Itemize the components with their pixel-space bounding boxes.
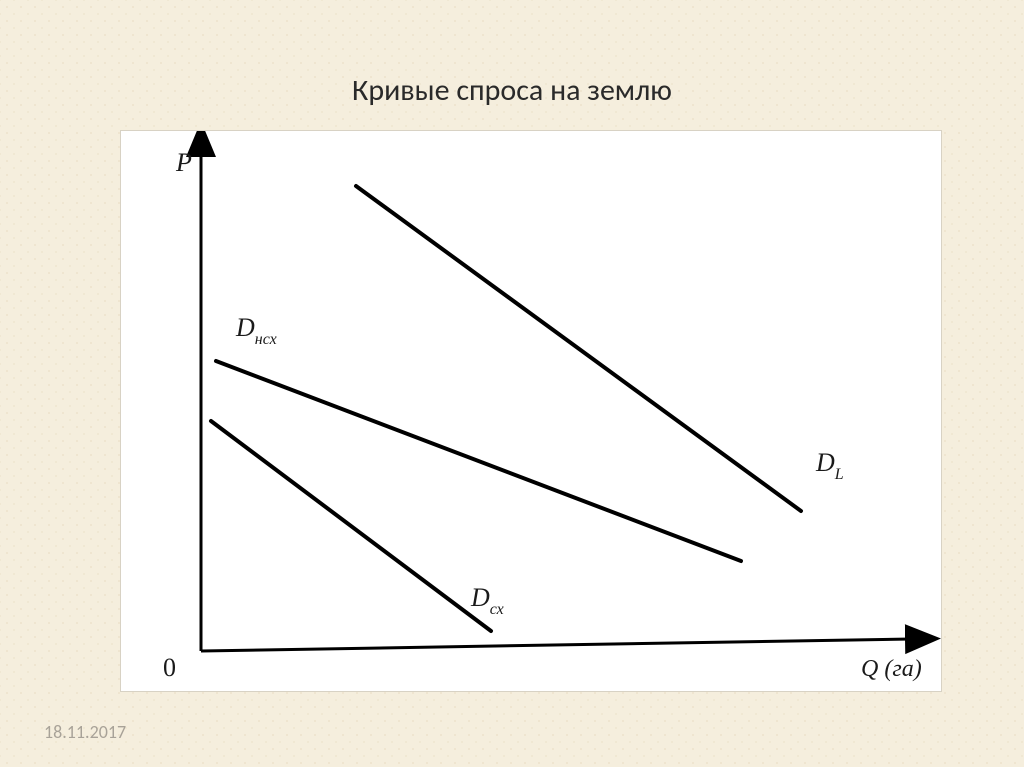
label-d-l: DL xyxy=(815,448,844,483)
label-d-l-main: D xyxy=(815,448,835,477)
origin-label: 0 xyxy=(163,653,176,682)
label-d-sh-main: D xyxy=(470,583,490,612)
x-axis xyxy=(201,639,911,651)
x-axis-label: Q (га) xyxy=(861,656,922,682)
demand-curves-chart: P Q (га) 0 DL Dнсх Dсх xyxy=(120,130,942,692)
label-d-sh: Dсх xyxy=(470,583,504,618)
curve-d-nsh xyxy=(216,361,741,561)
label-d-nsh: Dнсх xyxy=(235,313,277,348)
chart-svg: P Q (га) 0 DL Dнсх Dсх xyxy=(121,131,941,691)
x-axis-label-text: Q (га) xyxy=(861,656,922,682)
label-d-nsh-main: D xyxy=(235,313,255,342)
label-d-l-sub: L xyxy=(834,466,844,483)
label-d-nsh-sub: нсх xyxy=(255,331,277,348)
label-d-sh-sub: сх xyxy=(490,601,504,618)
curve-d-l xyxy=(356,186,801,511)
slide-date: 18.11.2017 xyxy=(44,721,126,743)
curve-d-sh xyxy=(211,421,491,631)
slide-title: Кривые спроса на землю xyxy=(0,72,1024,109)
y-axis-label: P xyxy=(175,148,192,177)
